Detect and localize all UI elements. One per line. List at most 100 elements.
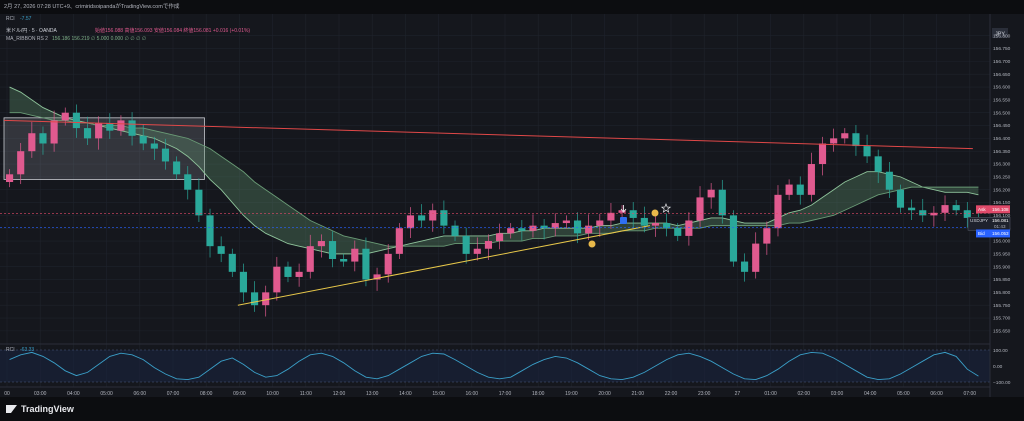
candle-body [696,197,704,221]
ask-label: Ask [978,207,986,212]
candle-body [562,220,570,224]
ma-ribbon-slow [9,112,979,247]
time-axis-label: 03:00 [34,391,47,397]
time-axis-label: 17:00 [499,391,512,397]
time-axis-label: 02:00 [798,391,811,397]
time-axis-label: 01:00 [764,391,777,397]
ma-ribbon-values: 156.186 156.219 ∅ 5.000 0.000 ∅ ∅ ∅ ∅ [52,36,146,42]
time-axis-label: 16:00 [466,391,479,397]
time-axis-label: 19:00 [565,391,578,397]
range-box[interactable] [3,117,205,180]
ma-ribbon-label[interactable]: MA_RIBBON RS 2 [6,36,48,42]
time-axis-label: 27 [735,391,741,397]
price-axis-label: 156.700 [993,59,1011,65]
price-axis-label: 156.450 [993,123,1011,129]
brand-name: TradingView [21,404,74,414]
time-axis-labels[interactable]: 00 03:00 04:00 05:00 06:00 07:00 08:00 09:00 10:… [4,391,976,397]
time-axis-label: 00 [4,391,10,397]
candle-body [919,210,927,216]
candle-body [718,189,726,216]
candle-body [573,220,582,234]
candle-body [663,223,671,229]
candle-body [161,148,170,162]
candle-body [874,156,882,172]
grid [0,14,990,387]
candle-body [61,112,69,121]
price-axis-label: 155.850 [993,277,1011,283]
candle-body [963,210,971,218]
support-trendline[interactable] [237,225,651,306]
symbol-label[interactable]: 米ドル/円 · 5 · OANDA [6,27,58,34]
time-axis-label: 05:00 [897,391,910,397]
candle-body [707,189,715,198]
candle-body [618,210,626,213]
rci-band [0,350,990,382]
price-axis-label: 156.400 [993,136,1011,142]
candle-body [841,133,849,139]
chart-panel[interactable]: RCI -7.57 米ドル/円 · 5 · OANDA 始値156.088 高値… [0,14,1024,397]
info-marker-icon[interactable] [620,217,627,224]
snapshot-line: 2月 27, 2026 07:28 UTC+9、crimiridsoipanda… [4,4,180,10]
bid-value: 156.053 [992,231,1009,236]
candle-body [117,120,125,131]
candle-body [317,241,325,247]
candle-body [674,228,682,236]
time-axis-label: 14:00 [399,391,412,397]
legend-area: RCI -7.57 米ドル/円 · 5 · OANDA 始値156.088 高値… [6,16,250,353]
candle-body [507,228,515,234]
time-axis-label: 20:00 [598,391,611,397]
candle-body [17,151,25,175]
tradingview-logo[interactable]: TradingView [6,404,74,414]
price-axis-label: 155.650 [993,329,1011,335]
price-axis-label: 155.950 [993,252,1011,258]
event-markers[interactable] [588,203,672,248]
candle-body [830,138,838,144]
candle-body [6,174,14,182]
candle-body [763,228,771,244]
price-axis-label: 155.700 [993,316,1011,322]
candle-body [651,223,660,226]
candle-body [228,253,236,272]
candle-body [128,120,136,136]
candle-body [908,207,916,211]
candle-body [206,215,214,247]
time-axis-label: 22:00 [665,391,678,397]
event-marker[interactable] [588,240,596,248]
candle-body [484,241,492,249]
candle-body [451,225,459,236]
candle-body [351,248,359,262]
time-axis-label: 15:00 [432,391,445,397]
price-axis-label: 156.350 [993,149,1011,155]
price-axis-label: 156.150 [993,200,1011,206]
candle-body [184,174,192,190]
candle-body [596,220,604,226]
price-tags[interactable]: Ask 156.108 USDJPY 156.081 01:43 Bid 156… [967,205,1011,238]
event-marker[interactable] [651,209,659,217]
candle-body [418,215,426,221]
candle-body [941,205,949,213]
candle-body [295,271,303,277]
candle-body [440,210,448,226]
time-axis-label: 06:00 [930,391,943,397]
tradingview-logo-icon [6,405,17,413]
rci-bottom-label[interactable]: RCI [6,347,15,353]
candle-body [328,241,337,259]
currency-tag[interactable] [992,28,1008,38]
currency-label: JPY [995,32,1005,38]
last-price-value: 156.081 [992,218,1009,223]
candle-body [752,243,760,272]
resistance-trendline[interactable] [3,119,973,150]
price-chart-svg[interactable]: RCI -7.57 米ドル/円 · 5 · OANDA 始値156.088 高値… [0,14,1024,397]
star-icon [660,203,672,213]
candle-body [462,235,470,254]
candle-body [139,135,147,144]
rci-top-label[interactable]: RCI [6,16,15,22]
candle-body [896,189,905,208]
time-axis-label: 13:00 [366,391,379,397]
candle-body [284,266,292,277]
candle-body [106,122,114,131]
time-axis-label: 07:00 [167,391,180,397]
candle-body [262,292,270,306]
price-axis-label: 155.800 [993,290,1011,296]
time-axis-label: 08:00 [200,391,213,397]
